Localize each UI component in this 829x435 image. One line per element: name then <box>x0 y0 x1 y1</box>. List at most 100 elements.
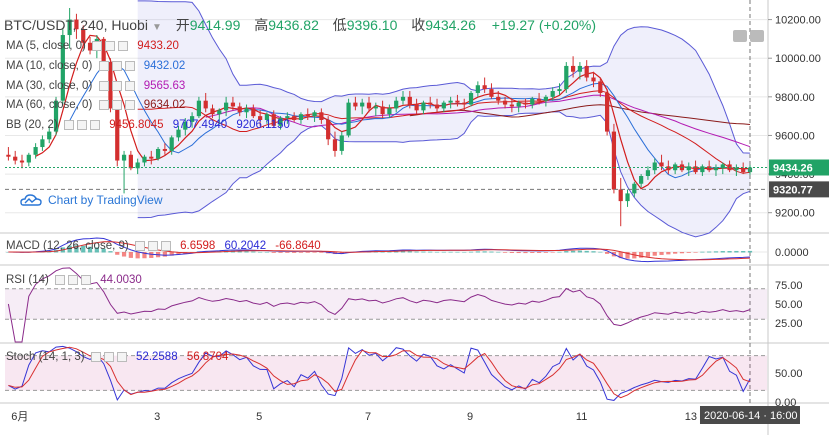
ma60-value: 9634.02 <box>143 99 186 111</box>
eye-icon[interactable] <box>55 274 66 285</box>
macd-histogram-bar <box>176 252 181 255</box>
settings-icon[interactable] <box>111 60 122 71</box>
candle-body <box>394 100 399 109</box>
candle-body <box>196 100 202 117</box>
macd-histogram-bar <box>564 251 569 253</box>
close-icon[interactable] <box>160 240 171 251</box>
settings-icon[interactable] <box>147 240 158 251</box>
macd-histogram-bar <box>74 245 79 253</box>
macd-histogram-bar <box>496 251 501 253</box>
price-tick-label: 9200.00 <box>775 208 815 220</box>
rsi-band <box>5 288 767 320</box>
ma30-label: MA (30, close, 0) <box>6 80 93 92</box>
time-tick-label: 9 <box>467 411 473 423</box>
candle-body <box>67 19 72 36</box>
settings-icon[interactable] <box>105 40 116 51</box>
stoch-band <box>5 355 767 391</box>
eye-icon[interactable] <box>98 80 109 91</box>
time-tick-label: 6月 <box>11 411 28 423</box>
macd-signal-value: -66.8640 <box>275 240 321 252</box>
candle-body <box>557 89 562 92</box>
candle-body <box>570 65 576 72</box>
bb-legend[interactable]: BB (20, 2) 9456.8045 9707.4940 9206.1150 <box>6 119 290 131</box>
rsi-legend[interactable]: RSI (14) 44.0030 <box>6 274 142 286</box>
price-tick-label: 9800.00 <box>775 92 815 104</box>
candle-body <box>217 110 222 115</box>
symbol-dropdown-icon[interactable]: ▼ <box>151 22 162 33</box>
candle-body <box>530 98 535 105</box>
macd-histogram-bar <box>625 252 630 259</box>
logo-text: Chart by TradingView <box>48 193 163 207</box>
collapse-pane-button[interactable] <box>750 30 764 42</box>
settings-icon[interactable] <box>111 99 122 110</box>
macd-histogram-bar <box>251 251 256 253</box>
candle-body <box>482 85 487 90</box>
close-icon[interactable] <box>124 60 135 71</box>
candle-body <box>155 148 161 159</box>
macd-histogram-bar <box>237 251 242 253</box>
candle-body <box>264 114 270 120</box>
stoch-d-line <box>8 346 751 399</box>
close-icon[interactable] <box>124 99 135 110</box>
candle-body <box>713 168 719 171</box>
eye-icon[interactable] <box>98 60 109 71</box>
close-icon[interactable] <box>124 80 135 91</box>
candle-body <box>237 106 242 113</box>
cloud-icon <box>20 194 42 206</box>
eye-icon[interactable] <box>92 40 103 51</box>
change-value: +19.27 (+0.20%) <box>491 17 597 33</box>
tradingview-logo[interactable]: Chart by TradingView <box>20 193 163 207</box>
candle-body <box>353 102 358 107</box>
low-label: 低 <box>332 17 347 33</box>
candle-body <box>298 114 304 120</box>
macd-histogram-bar <box>645 252 651 257</box>
ma10-value: 9432.02 <box>143 60 186 72</box>
eye-icon[interactable] <box>134 240 145 251</box>
candle-body <box>441 102 446 109</box>
candle-body <box>611 131 617 190</box>
candle-body <box>618 189 623 202</box>
settings-icon[interactable] <box>103 351 114 362</box>
settings-icon[interactable] <box>68 274 79 285</box>
ma60-legend[interactable]: MA (60, close, 0) 9634.02 <box>6 99 185 111</box>
macd-histogram-bar <box>693 252 698 253</box>
rsi-label: RSI (14) <box>6 274 49 286</box>
settings-icon[interactable] <box>76 119 87 130</box>
candle-body <box>632 183 637 194</box>
candle-body <box>598 81 603 93</box>
candle-body <box>189 116 195 122</box>
macd-histogram-bar <box>557 251 562 253</box>
macd-histogram-bar <box>598 251 603 253</box>
candle-body <box>360 102 365 107</box>
maximize-pane-button[interactable] <box>733 30 747 42</box>
candle-body <box>509 104 514 107</box>
ma10-legend[interactable]: MA (10, close, 0) 9432.02 <box>6 60 185 72</box>
macd-histogram-bar <box>462 251 467 253</box>
macd-legend[interactable]: MACD (12, 26, close, 9) 6.6598 60.2042 -… <box>6 240 321 252</box>
candle-body <box>564 65 569 90</box>
settings-icon[interactable] <box>111 80 122 91</box>
macd-histogram-bar <box>387 251 392 253</box>
stoch-legend[interactable]: Stoch (14, 1, 3) 52.2588 56.8704 <box>6 351 228 363</box>
macd-histogram-bar <box>94 247 99 253</box>
symbol-title[interactable]: BTC/USDT, 240, Huobi <box>4 17 148 33</box>
open-label: 开 <box>175 17 190 33</box>
close-icon[interactable] <box>116 351 127 362</box>
cursor-time-label: 2020-06-14 · 16:00 <box>704 410 798 422</box>
candle-body <box>312 112 317 117</box>
candle-body <box>53 100 59 132</box>
candle-body <box>550 91 555 97</box>
ma30-legend[interactable]: MA (30, close, 0) 9565.63 <box>6 80 185 92</box>
close-icon[interactable] <box>118 40 129 51</box>
eye-icon[interactable] <box>98 99 109 110</box>
candle-body <box>115 108 120 161</box>
close-icon[interactable] <box>81 274 92 285</box>
candle-body <box>169 137 174 151</box>
candle-body <box>6 154 11 157</box>
candle-body <box>448 100 453 103</box>
ma5-legend[interactable]: MA (5, close, 0) 9433.20 <box>6 40 179 52</box>
close-icon[interactable] <box>89 119 100 130</box>
eye-icon[interactable] <box>90 351 101 362</box>
eye-icon[interactable] <box>63 119 74 130</box>
